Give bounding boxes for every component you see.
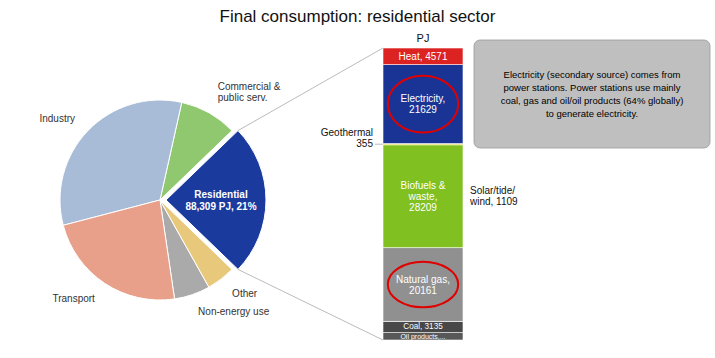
pie-label-line: Other (232, 288, 258, 299)
bar-segment-label-line: Heat, 4571 (399, 51, 448, 62)
pie-label-line: Industry (39, 113, 75, 124)
pie-label: Industry (39, 113, 75, 124)
bar-outside-label-line: Geothermal (321, 127, 373, 138)
annotation-line: wind, 1109 (469, 196, 518, 207)
pie-inner-label: Residential88,309 PJ, 21% (185, 189, 256, 212)
bar-segment-label-line: Biofuels & (400, 180, 445, 191)
pie-label-line: Commercial & (218, 81, 281, 92)
bar-segment-label-line: waste, (408, 191, 438, 202)
bar-segment-label: Electricity,21629 (401, 93, 446, 115)
axis-label: PJ (417, 32, 430, 44)
bar-segment-label-line: Oil products,... (400, 333, 445, 341)
bar-segment (383, 321, 463, 332)
annotation: Solar/tide/wind, 1109 (469, 185, 518, 207)
pie-slice (60, 100, 182, 225)
info-box-text-line: power stations. Power stations use mainl… (504, 82, 681, 93)
highlight-ring (388, 76, 458, 133)
bar-segment-label: Oil products,... (400, 333, 445, 341)
pie-label: Non-energy use (198, 306, 270, 317)
highlight-ring (388, 262, 458, 308)
pie-label-line: Transport (52, 293, 95, 304)
pie-inner-label-line: 88,309 PJ, 21% (185, 201, 256, 212)
bar-labels: Heat, 4571 Electricity,21629 Geothermal355… (321, 51, 450, 341)
leader-line (375, 144, 383, 145)
bar-outside-label-line: 355 (356, 138, 373, 149)
bar-segment (383, 48, 463, 65)
pie-label-line: public serv. (218, 92, 268, 103)
bar-segment-label-line: Natural gas, (396, 274, 450, 285)
chart-canvas: Final consumption: residential sector Non… (0, 0, 715, 358)
annotation-line: Solar/tide/ (470, 185, 515, 196)
bar-segment-label-line: 21629 (409, 104, 437, 115)
info-box-text-line: Electricity (secondary source) comes fro… (504, 69, 681, 80)
bar-outside-label: Geothermal355 (321, 127, 374, 149)
pie-slice (63, 200, 174, 300)
bar-segment-label-line: Coal, 3135 (403, 322, 443, 331)
info-box-text: Electricity (secondary source) comes fro… (501, 69, 684, 119)
bar-segment-label: Natural gas,20161 (396, 274, 450, 296)
info-box (474, 40, 710, 148)
bar-segment-label-line: Electricity, (401, 93, 446, 104)
pie-inner-label-line: Residential (194, 189, 248, 200)
info-box-text-line: coal, gas and oil/oil products (64% glob… (501, 95, 684, 106)
bar-segment-label: Coal, 3135 (403, 322, 443, 331)
pie-label: Commercial &public serv. (218, 81, 281, 103)
bar-segment-label-line: 28209 (409, 202, 437, 213)
bar-segment-label: Biofuels &waste,28209 (400, 180, 445, 213)
pie-label: Other (232, 288, 258, 299)
chart-title: Final consumption: residential sector (220, 7, 496, 26)
background (0, 0, 715, 358)
bar-segment (383, 248, 463, 322)
connector-line (238, 269, 383, 340)
bar-segment-label-line: 20161 (409, 285, 437, 296)
pie-label: Transport (52, 293, 95, 304)
bar-segment (383, 65, 463, 144)
bar-segment (383, 145, 463, 248)
pie-label-line: Non-energy use (198, 306, 270, 317)
bar-segment-label: Heat, 4571 (399, 51, 448, 62)
pie (60, 100, 266, 300)
bar-segment (383, 333, 463, 340)
bar-stack (383, 48, 463, 340)
info-box-text-line: to generate electricity. (546, 108, 638, 119)
